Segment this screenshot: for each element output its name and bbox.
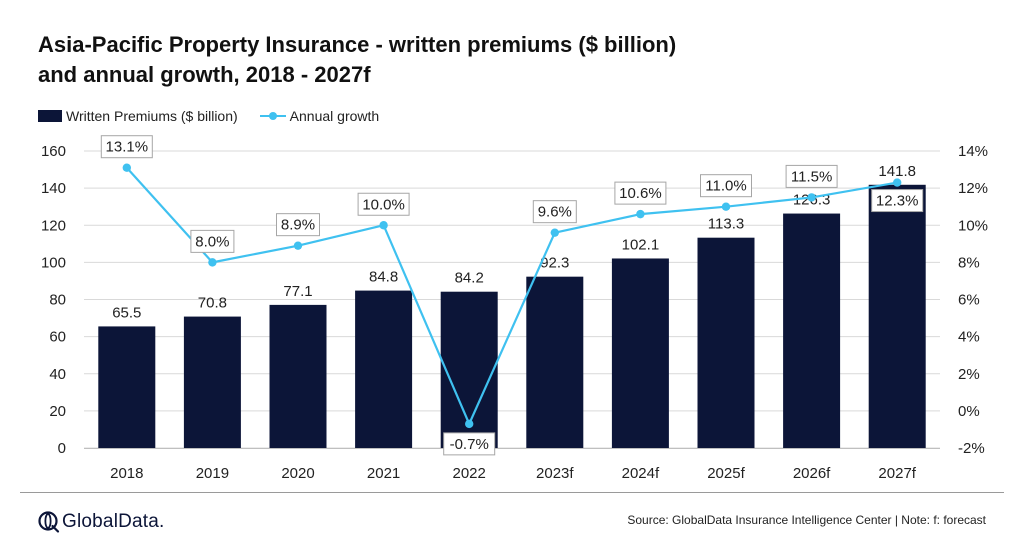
bar-premiums xyxy=(783,213,841,448)
legend-swatch-bar xyxy=(38,110,62,122)
legend-label-premiums: Written Premiums ($ billion) xyxy=(66,108,238,124)
bar-data-label: 141.8 xyxy=(878,163,916,180)
growth-label-box xyxy=(700,174,752,198)
growth-point xyxy=(893,178,902,187)
y-right-tick-label: 8% xyxy=(958,254,980,271)
growth-label-box xyxy=(785,164,838,188)
x-tick-label: 2027f xyxy=(878,465,916,482)
growth-data-label: 11.0% xyxy=(705,178,746,195)
growth-label-box xyxy=(871,189,924,213)
footer-divider xyxy=(20,492,1004,493)
growth-point xyxy=(550,228,559,237)
legend-label-growth: Annual growth xyxy=(289,108,380,124)
growth-point xyxy=(721,202,731,211)
bar-data-label: 77.1 xyxy=(283,283,312,300)
y-right-tick-label: 6% xyxy=(958,292,980,309)
bar-data-label: 84.8 xyxy=(369,269,398,286)
growth-label-box xyxy=(357,192,410,216)
globaldata-logo: GlobalData. xyxy=(36,509,165,535)
bar-premiums xyxy=(697,237,755,448)
growth-point xyxy=(293,241,303,250)
growth-point xyxy=(208,258,217,267)
growth-data-label: 10.0% xyxy=(362,196,405,213)
bar-premiums xyxy=(355,290,413,448)
bar-data-label: 102.1 xyxy=(622,236,660,253)
x-tick-label: 2021 xyxy=(367,465,400,482)
bar-premiums xyxy=(611,258,669,448)
growth-data-label: 9.6% xyxy=(538,204,572,221)
y-right-tick-label: 4% xyxy=(958,329,980,346)
growth-label-box xyxy=(100,135,153,159)
growth-point xyxy=(465,419,474,429)
y-right-tick-label: 14% xyxy=(958,143,988,160)
chart-title-line-2: and annual growth, 2018 - 2027f xyxy=(38,62,371,87)
growth-point xyxy=(636,209,645,219)
growth-line xyxy=(125,166,898,427)
y-left-tick-label: 40 xyxy=(49,366,66,383)
bar-data-label: 70.8 xyxy=(198,295,227,312)
growth-data-label: 8.9% xyxy=(281,217,315,234)
bar-data-label: 92.3 xyxy=(540,255,569,272)
growth-data-label: 8.0% xyxy=(195,233,229,250)
growth-point xyxy=(122,163,131,172)
bar-premiums xyxy=(269,304,327,448)
growth-data-label: -0.7% xyxy=(450,436,489,453)
y-right-tick-label: 0% xyxy=(958,403,980,420)
bar-premiums xyxy=(868,184,926,448)
y-right-tick-label: -2% xyxy=(958,440,985,457)
y-left-tick-label: 20 xyxy=(49,403,66,420)
y-right-tick-label: 12% xyxy=(958,180,988,197)
y-left-tick-label: 100 xyxy=(41,254,66,271)
growth-data-label: 12.3% xyxy=(876,193,919,210)
growth-label-box xyxy=(532,200,577,224)
growth-data-label: 10.6% xyxy=(619,185,662,202)
x-tick-label: 2025f xyxy=(707,465,745,482)
chart-title-line-1: Asia-Pacific Property Insurance - writte… xyxy=(38,32,677,57)
y-left-tick-label: 140 xyxy=(41,180,66,197)
chart-legend: Written Premiums ($ billion) Annual grow… xyxy=(38,108,401,124)
y-right-tick-label: 10% xyxy=(958,217,988,234)
growth-label-box xyxy=(190,229,235,253)
y-left-tick-label: 0 xyxy=(58,440,66,457)
x-tick-label: 2022 xyxy=(453,465,486,482)
legend-swatch-line xyxy=(259,110,286,122)
bar-premiums xyxy=(526,276,584,448)
growth-label-box xyxy=(443,432,496,456)
legend-item-premiums: Written Premiums ($ billion) xyxy=(38,108,238,124)
y-left-tick-label: 60 xyxy=(49,329,66,346)
growth-label-box xyxy=(276,213,320,237)
y-left-tick-label: 120 xyxy=(41,217,66,234)
chart-title: Asia-Pacific Property Insurance - writte… xyxy=(38,30,898,90)
x-tick-label: 2018 xyxy=(110,465,143,482)
growth-data-label: 13.1% xyxy=(106,139,149,156)
x-tick-label: 2020 xyxy=(281,465,314,482)
x-tick-label: 2019 xyxy=(196,465,229,482)
y-right-tick-label: 2% xyxy=(958,366,980,383)
growth-point xyxy=(379,221,388,230)
growth-label-box xyxy=(614,181,667,205)
y-left-tick-label: 80 xyxy=(49,292,66,309)
growth-data-label: 11.5% xyxy=(791,168,832,185)
growth-point xyxy=(807,193,816,202)
globaldata-logo-text: GlobalData. xyxy=(62,511,165,532)
y-left-tick-label: 160 xyxy=(41,143,66,160)
legend-item-growth: Annual growth xyxy=(259,108,380,124)
bar-data-label: 113.3 xyxy=(708,216,744,233)
bar-data-label: 65.5 xyxy=(112,304,141,321)
source-note: Source: GlobalData Insurance Intelligenc… xyxy=(627,513,986,527)
x-tick-label: 2023f xyxy=(536,465,574,482)
x-tick-label: 2026f xyxy=(793,465,831,482)
bar-premiums xyxy=(183,316,241,448)
x-tick-label: 2024f xyxy=(622,465,660,482)
globaldata-logo-icon xyxy=(38,511,60,533)
bar-premiums xyxy=(98,326,156,448)
bar-data-label: 84.2 xyxy=(455,270,484,287)
